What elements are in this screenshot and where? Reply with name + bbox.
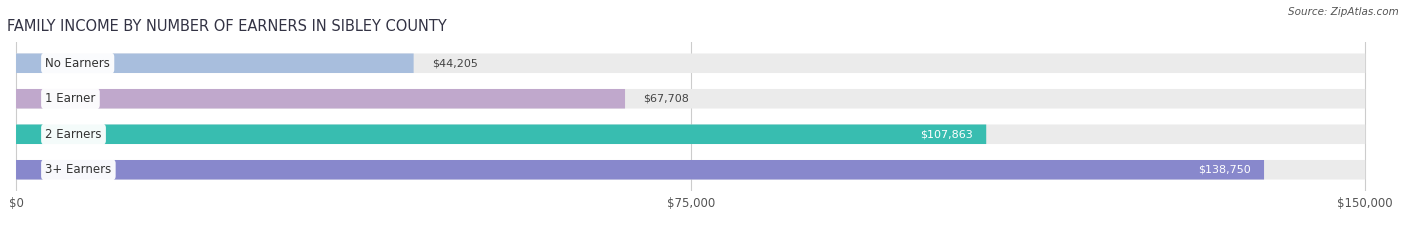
FancyBboxPatch shape (15, 160, 1365, 179)
FancyBboxPatch shape (15, 89, 626, 109)
FancyBboxPatch shape (15, 54, 1365, 73)
Text: Source: ZipAtlas.com: Source: ZipAtlas.com (1288, 7, 1399, 17)
Text: FAMILY INCOME BY NUMBER OF EARNERS IN SIBLEY COUNTY: FAMILY INCOME BY NUMBER OF EARNERS IN SI… (7, 19, 447, 34)
Text: $67,708: $67,708 (643, 94, 689, 104)
Text: 2 Earners: 2 Earners (45, 128, 101, 141)
FancyBboxPatch shape (15, 124, 1365, 144)
Text: No Earners: No Earners (45, 57, 110, 70)
Text: $138,750: $138,750 (1198, 165, 1250, 175)
Text: $44,205: $44,205 (432, 58, 478, 68)
FancyBboxPatch shape (15, 54, 413, 73)
FancyBboxPatch shape (15, 89, 1365, 109)
Text: $107,863: $107,863 (920, 129, 973, 139)
Text: 1 Earner: 1 Earner (45, 92, 96, 105)
FancyBboxPatch shape (15, 160, 1264, 179)
Text: 3+ Earners: 3+ Earners (45, 163, 111, 176)
FancyBboxPatch shape (15, 124, 986, 144)
